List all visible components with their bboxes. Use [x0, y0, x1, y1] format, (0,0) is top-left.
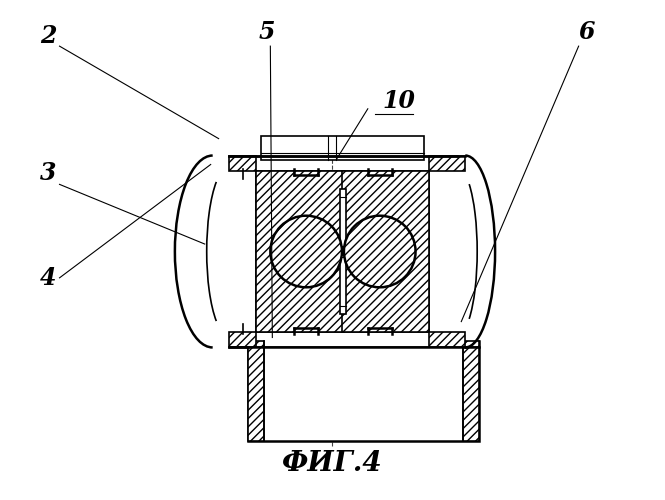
Bar [257, 172, 430, 332]
Text: 3: 3 [40, 162, 56, 186]
Bar [342, 172, 430, 332]
Bar [257, 172, 344, 332]
Bar [340, 190, 346, 314]
Bar [229, 332, 257, 347]
Text: 4: 4 [40, 266, 56, 290]
Text: 5: 5 [259, 20, 275, 44]
Text: 2: 2 [40, 24, 56, 48]
Text: 6: 6 [579, 20, 595, 44]
Circle shape [271, 216, 342, 288]
Bar [249, 342, 479, 441]
Circle shape [344, 216, 416, 288]
Polygon shape [175, 156, 495, 348]
Bar [464, 342, 479, 441]
Bar [430, 156, 466, 172]
Bar [229, 156, 257, 172]
Text: ФИГ.4: ФИГ.4 [282, 450, 382, 477]
Text: 10: 10 [383, 89, 416, 113]
Bar [430, 332, 466, 347]
Bar [261, 136, 424, 160]
Bar [249, 342, 265, 441]
